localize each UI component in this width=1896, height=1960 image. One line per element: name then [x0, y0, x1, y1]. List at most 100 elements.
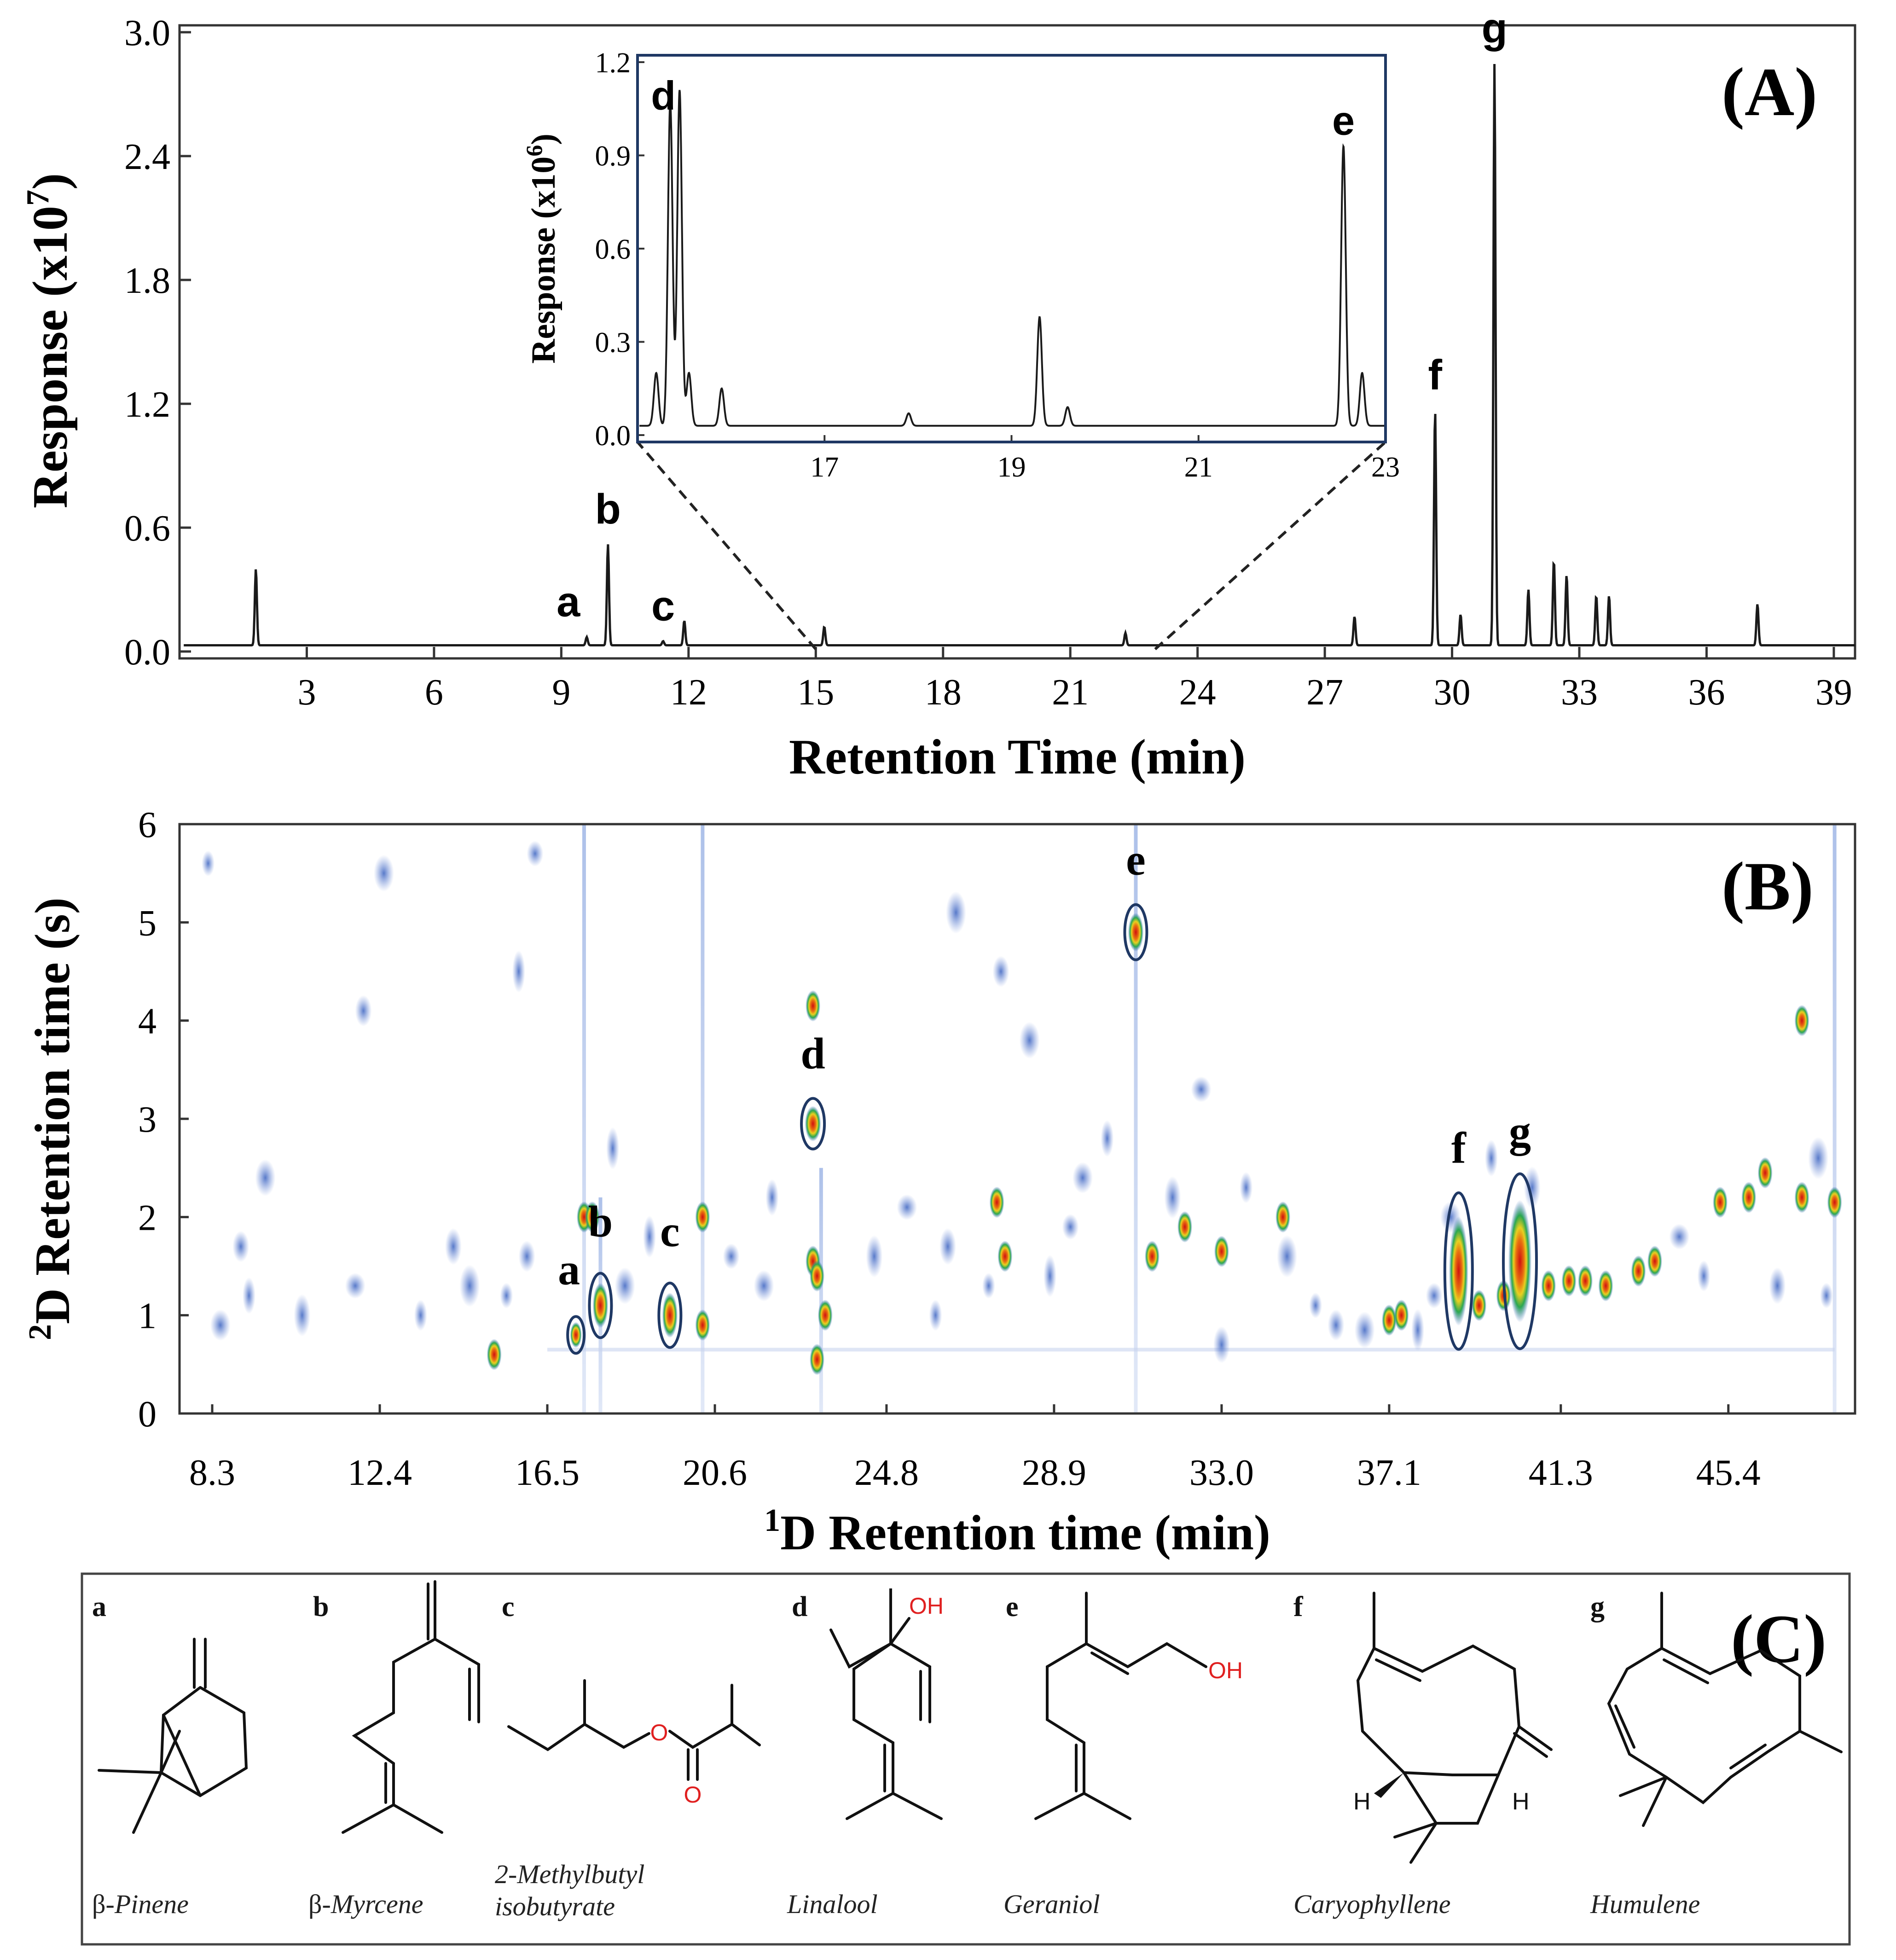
caryophyllene-exo-1: [1518, 1725, 1553, 1751]
minor-spot: [723, 1243, 740, 1269]
minor-spot: [1769, 1267, 1786, 1304]
minor-spot: [1164, 1176, 1181, 1219]
minor-spot: [373, 855, 394, 892]
y-tick-label: 2.4: [124, 137, 170, 177]
inset-trace: [639, 90, 1386, 427]
major-spot: [1381, 1304, 1397, 1336]
inset-x-axis: 17 19 21 23: [810, 435, 1400, 483]
vertical-streak: [582, 824, 586, 1413]
y-tick-label: 3.0: [124, 13, 170, 53]
major-spot: [1827, 1186, 1842, 1218]
compound-name-a: β-Pinene: [92, 1889, 189, 1919]
panel-b-ylabel: 2D Retention time (s): [23, 897, 80, 1340]
minor-spot: [1669, 1224, 1690, 1250]
panel-c-label: (C): [1731, 1601, 1826, 1677]
panel-a-frame: [178, 24, 1856, 660]
minor-spot: [1213, 1326, 1230, 1363]
compound-name-b: β-Myrcene: [308, 1889, 423, 1919]
major-spot: [1598, 1270, 1613, 1302]
major-spot: [1794, 1181, 1809, 1213]
minor-spot: [459, 1264, 480, 1307]
structure-2-methylbutyl-isobutyrate: c: [502, 1591, 761, 1781]
x-tick-label: 33: [1561, 672, 1598, 713]
humulene-gem-1: [1619, 1776, 1668, 1797]
inset-y-tick-label: 0.9: [595, 141, 631, 172]
vertical-streak: [819, 1168, 823, 1413]
b-x-tick-label: 12.4: [348, 1453, 412, 1493]
minor-spot: [1697, 1260, 1710, 1292]
minor-spot: [754, 1270, 774, 1302]
humulene-gem-2: [1642, 1776, 1668, 1827]
spot-outline-g: [1502, 1172, 1538, 1350]
peak-label-c: c: [651, 583, 675, 630]
compound-name-c: 2-Methylbutyl: [495, 1859, 644, 1889]
compound-name-f: Caryophyllene: [1293, 1889, 1450, 1919]
minor-spot: [1309, 1292, 1322, 1319]
panel-a-trace: [184, 64, 1855, 646]
spot-a: [570, 1322, 582, 1348]
major-spot: [1177, 1211, 1192, 1243]
b-y-tick-label: 2: [138, 1198, 157, 1238]
panel-a-xlabel: Retention Time (min): [789, 730, 1246, 785]
isobutyrate-acyl: [668, 1722, 761, 1749]
spot-outline-d: [800, 1097, 826, 1151]
major-spot: [1394, 1299, 1409, 1331]
pinene-gem: [160, 1730, 181, 1774]
minor-spot: [1044, 1255, 1057, 1297]
caryophyllene-gem-2: [1409, 1822, 1438, 1864]
pinene-bridge: [162, 1714, 202, 1797]
minor-spot: [527, 841, 544, 867]
minor-spot: [1484, 1140, 1498, 1177]
major-spot: [1144, 1240, 1160, 1272]
x-tick-label: 3: [297, 672, 316, 713]
spot-outline-b: [588, 1272, 613, 1339]
humulene-methyl-2: [1798, 1730, 1843, 1753]
x-tick-label: 27: [1306, 672, 1343, 713]
x-tick-label: 39: [1815, 672, 1852, 713]
y-tick-label: 0.0: [124, 632, 170, 673]
structure-beta-myrcene: b: [313, 1580, 480, 1834]
minor-spot: [242, 1277, 255, 1314]
spot-b: [592, 1283, 609, 1328]
b-x-tick-label: 33.0: [1189, 1453, 1254, 1493]
minor-spot: [1240, 1172, 1253, 1204]
horizontal-band: [547, 1348, 1835, 1352]
major-spot: [695, 1309, 710, 1341]
inset-x-tick-label: 17: [810, 452, 839, 483]
minor-spot: [982, 1273, 995, 1299]
inset-ylabel: Response (x106): [521, 134, 562, 364]
carbonyl-oxygen: O: [684, 1782, 702, 1808]
major-spot: [1741, 1181, 1757, 1213]
b-x-tick-label: 41.3: [1529, 1453, 1593, 1493]
minor-spot: [210, 1309, 231, 1341]
minor-spot: [414, 1299, 427, 1331]
major-spot: [1631, 1255, 1646, 1287]
panel-b-gcxgc-contour: ab c d e f g 0 1 2 3 4 5 6 8.3 12.4 16.5 20.6 24.8 28.9 3…: [23, 805, 1856, 1560]
spot-c: [662, 1292, 678, 1338]
spot-outline-f: [1443, 1191, 1474, 1351]
minor-spot: [445, 1228, 462, 1265]
major-spot: [1276, 1201, 1291, 1233]
myrcene-methyl-1: [342, 1803, 395, 1834]
y-tick-label: 0.6: [124, 508, 170, 549]
panel-a-chromatogram: 0.00.61.21.82.43.0 3 6 9 12 15 18 21 24 27 30 33 36…: [20, 5, 1856, 785]
b-y-tick-label: 6: [138, 805, 157, 845]
panel-b-label: (B): [1722, 848, 1814, 925]
x-tick-label: 30: [1434, 672, 1471, 713]
peak-label-b: b: [595, 486, 621, 533]
geraniol-double-1: [1090, 1652, 1129, 1675]
major-spot: [585, 1201, 600, 1233]
structure-geraniol: e: [1006, 1591, 1207, 1820]
minor-spot: [1808, 1137, 1829, 1180]
panel-b-major-spots: [487, 990, 1842, 1375]
major-spot: [818, 1299, 833, 1331]
caryophyllene-double: [1375, 1658, 1421, 1682]
x-tick-label: 15: [797, 672, 834, 713]
humulene-double-1: [1663, 1658, 1709, 1684]
minor-spot: [202, 850, 215, 877]
vertical-streak: [701, 824, 705, 1413]
inset-y-tick-label: 0.0: [595, 420, 631, 452]
pinene-methyl-1: [98, 1769, 162, 1774]
b-x-tick-label: 24.8: [854, 1453, 919, 1493]
